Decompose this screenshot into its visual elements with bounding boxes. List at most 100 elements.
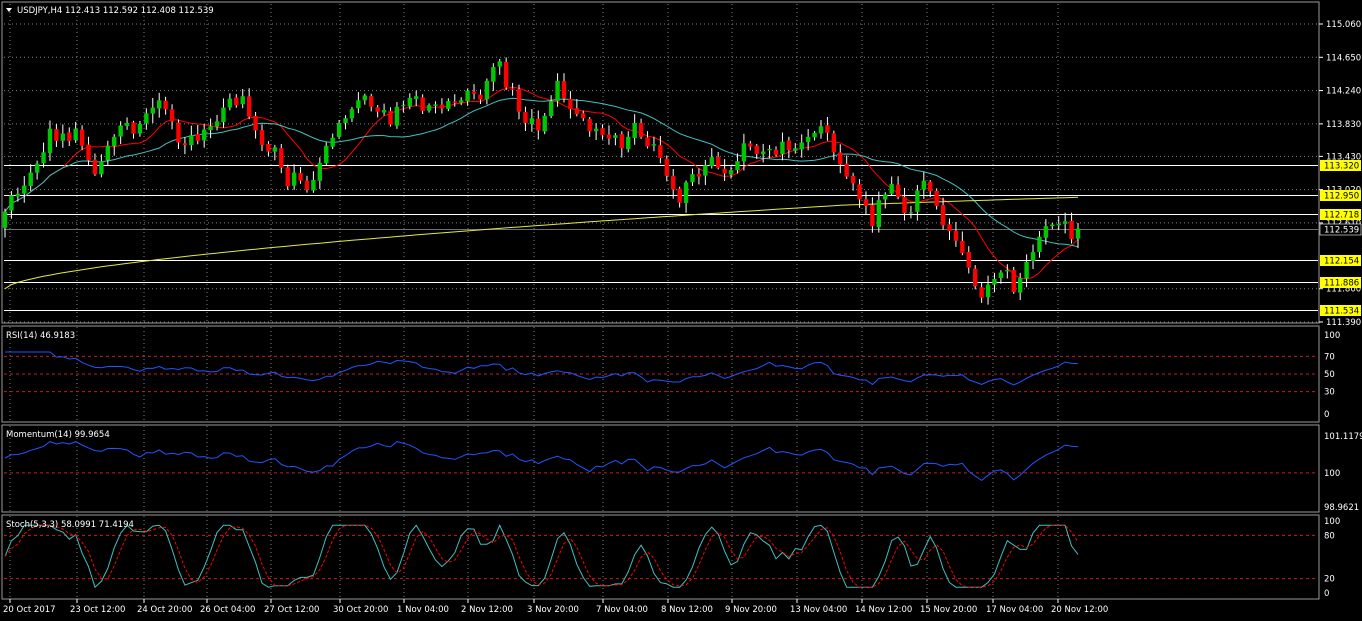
bull-candle bbox=[812, 132, 817, 138]
bull-candle bbox=[401, 105, 406, 107]
bull-candle bbox=[883, 194, 888, 200]
bear-candle bbox=[163, 100, 168, 110]
level-badge bbox=[1320, 160, 1361, 171]
momentum-tick-label: 98.9621 bbox=[1324, 503, 1359, 513]
time-label: 24 Oct 20:00 bbox=[137, 605, 192, 615]
time-axis: 20 Oct 2017 23 Oct 12:00 24 Oct 20:00 26 Oc… bbox=[3, 599, 1108, 615]
price-tick-label: 113.830 bbox=[1326, 120, 1361, 130]
bull-candle bbox=[214, 121, 220, 127]
bull-candle bbox=[407, 97, 412, 107]
candlesticks bbox=[2, 57, 1081, 305]
level-badge bbox=[1320, 305, 1361, 316]
bear-candle bbox=[581, 113, 586, 119]
bear-candle bbox=[928, 181, 933, 192]
bull-candle bbox=[157, 100, 162, 109]
bear-candle bbox=[696, 173, 702, 177]
horizontal-levels[interactable] bbox=[4, 165, 1318, 311]
bear-candle bbox=[266, 143, 271, 152]
bull-candle bbox=[9, 195, 14, 211]
time-label: 15 Nov 20:00 bbox=[920, 605, 977, 615]
bull-candle bbox=[799, 142, 804, 150]
bear-candle bbox=[304, 180, 310, 190]
bear-candle bbox=[600, 128, 605, 136]
bear-candle bbox=[279, 148, 284, 168]
main-chart-frame[interactable] bbox=[1, 1, 1320, 324]
bear-candle bbox=[471, 91, 477, 94]
ma-fast-line bbox=[4, 86, 1079, 280]
bull-candle bbox=[349, 109, 355, 119]
bear-candle bbox=[259, 130, 265, 145]
level-badge bbox=[1320, 209, 1361, 220]
bull-candle bbox=[446, 101, 451, 109]
bear-candle bbox=[246, 96, 252, 117]
bull-candle bbox=[805, 136, 811, 142]
bull-candle bbox=[240, 96, 245, 105]
bull-candle bbox=[651, 144, 657, 146]
time-label: 27 Oct 12:00 bbox=[264, 605, 319, 615]
bull-candle bbox=[908, 212, 914, 214]
bull-candle bbox=[47, 128, 53, 154]
bear-candle bbox=[960, 240, 965, 253]
bear-candle bbox=[825, 125, 830, 133]
bull-candle bbox=[683, 182, 689, 204]
bull-candle bbox=[780, 141, 785, 155]
stoch-tick-label: 80 bbox=[1324, 531, 1335, 541]
bull-candle bbox=[1024, 261, 1029, 279]
bull-candle bbox=[208, 126, 213, 131]
dropdown-triangle-icon[interactable] bbox=[6, 8, 12, 12]
bear-candle bbox=[748, 143, 753, 147]
level-badge-label: 112.718 bbox=[1324, 211, 1359, 221]
bull-candle bbox=[426, 105, 432, 111]
bear-candle bbox=[182, 143, 188, 145]
bull-candle bbox=[741, 143, 747, 162]
level-badge bbox=[1320, 277, 1361, 288]
bear-candle bbox=[536, 118, 541, 131]
bull-candle bbox=[336, 123, 342, 137]
bear-candle bbox=[285, 167, 290, 187]
bear-candle bbox=[561, 81, 567, 99]
bear-candle bbox=[966, 251, 971, 268]
bear-candle bbox=[169, 109, 175, 122]
bull-candle bbox=[41, 152, 46, 164]
stoch-panel-frame[interactable] bbox=[1, 514, 1320, 600]
bear-candle bbox=[195, 134, 200, 141]
rsi-title: RSI(14) 46.9183 bbox=[6, 331, 75, 341]
bear-candle bbox=[972, 268, 978, 287]
bull-candle bbox=[112, 136, 117, 146]
bear-candle bbox=[375, 107, 380, 112]
level-badge bbox=[1320, 190, 1361, 201]
bull-candle bbox=[760, 151, 766, 155]
bear-candle bbox=[452, 101, 457, 103]
bear-candle bbox=[850, 175, 856, 184]
bull-candle bbox=[324, 145, 329, 164]
bull-candle bbox=[915, 190, 920, 212]
bull-candle bbox=[189, 135, 194, 146]
bear-candle bbox=[844, 163, 849, 177]
bull-candle bbox=[22, 185, 27, 194]
momentum-panel-frame[interactable] bbox=[1, 424, 1320, 513]
bear-candle bbox=[831, 133, 837, 153]
bull-candle bbox=[818, 126, 824, 134]
time-label: 3 Nov 20:00 bbox=[527, 605, 579, 615]
time-label: 23 Oct 12:00 bbox=[70, 605, 125, 615]
level-badge-label: 112.154 bbox=[1324, 257, 1359, 267]
bull-candle bbox=[1005, 270, 1010, 272]
bull-candle bbox=[1030, 252, 1036, 261]
rsi-panel-frame[interactable] bbox=[1, 325, 1320, 423]
stoch-tick-label: 20 bbox=[1324, 575, 1335, 585]
bull-candle bbox=[998, 272, 1004, 279]
bear-candle bbox=[1069, 220, 1074, 240]
time-label: 9 Nov 20:00 bbox=[725, 605, 777, 615]
bear-candle bbox=[754, 145, 759, 154]
time-label: 8 Nov 12:00 bbox=[661, 605, 713, 615]
bear-candle bbox=[857, 184, 862, 200]
rsi-tick-label: 50 bbox=[1324, 370, 1335, 380]
momentum-tick-label: 101.1179 bbox=[1324, 432, 1362, 442]
bear-candle bbox=[587, 119, 592, 132]
symbol-header[interactable]: USDJPY,H4 112.413 112.592 112.408 112.53… bbox=[6, 6, 214, 16]
bear-candle bbox=[253, 115, 258, 131]
symbol-header-text: USDJPY,H4 112.413 112.592 112.408 112.53… bbox=[17, 6, 214, 16]
bull-candle bbox=[118, 125, 123, 137]
stoch-signal-line bbox=[4, 524, 1079, 588]
stoch-main-line bbox=[4, 524, 1079, 589]
